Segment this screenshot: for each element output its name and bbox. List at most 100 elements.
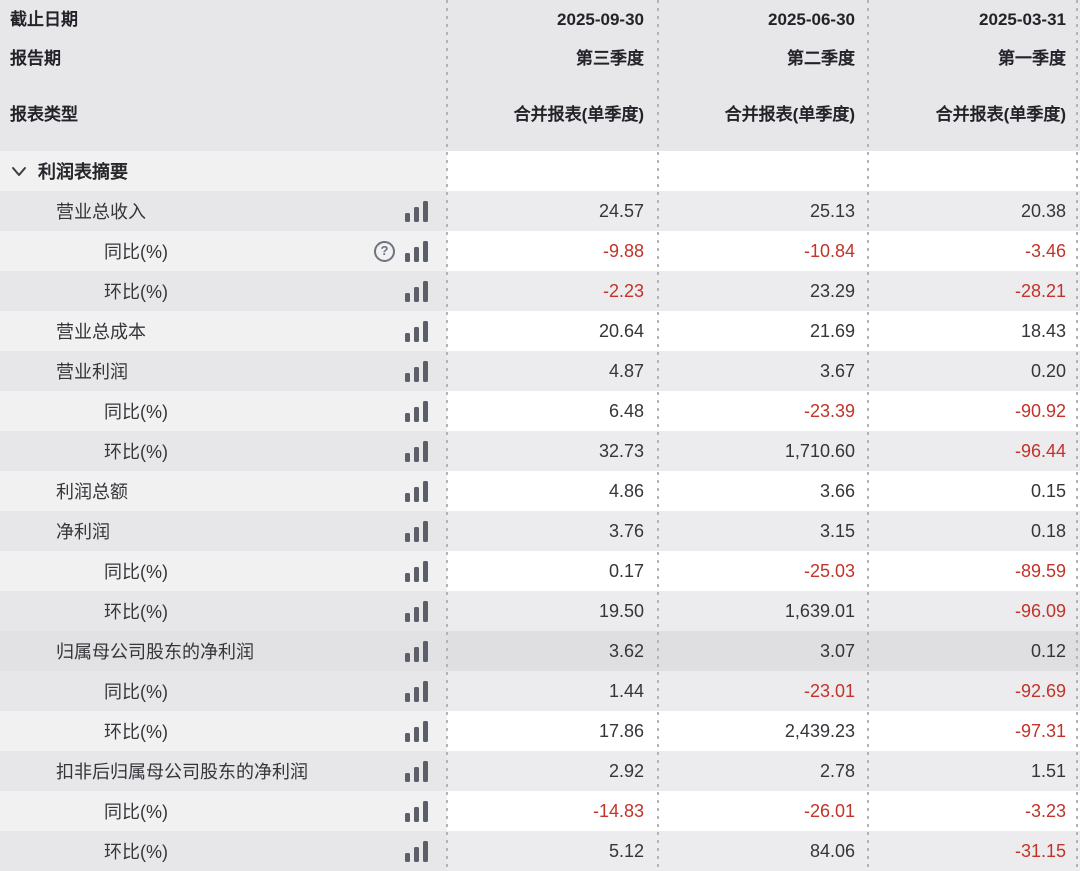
value-q1: 0.15 (869, 471, 1080, 511)
value-q2: 21.69 (658, 311, 869, 351)
header-column-date: 2025-06-30 (768, 10, 855, 29)
header-column-report-type: 合并报表(单季度) (513, 104, 644, 124)
bar-chart-icon[interactable] (404, 760, 430, 782)
bar-chart-icon[interactable] (404, 440, 430, 462)
value-q3: 5.12 (447, 831, 658, 871)
header-column-report-type: 合并报表(单季度) (724, 104, 855, 124)
row-label: 环比(%) (104, 722, 168, 742)
table-row[interactable]: 同比(%) 0.17 -25.03 -89.59 (0, 551, 1080, 591)
row-label: 营业总收入 (56, 202, 146, 222)
row-icons (404, 440, 430, 462)
value-q1: 18.43 (869, 311, 1080, 351)
row-label: 营业利润 (56, 362, 128, 382)
row-icons (404, 680, 430, 702)
bar-chart-icon[interactable] (404, 240, 430, 262)
value-q1: -90.92 (869, 391, 1080, 431)
bar-chart-icon[interactable] (404, 280, 430, 302)
table-row[interactable]: 归属母公司股东的净利润 3.62 3.07 0.12 (0, 631, 1080, 671)
row-label: 扣非后归属母公司股东的净利润 (56, 762, 308, 782)
value-q3: 1.44 (447, 671, 658, 711)
row-label-cell: 同比(%) (0, 671, 447, 711)
bar-chart-icon[interactable] (404, 840, 430, 862)
row-label: 同比(%) (104, 562, 168, 582)
row-icons (404, 360, 430, 382)
table-row[interactable]: 净利润 3.76 3.15 0.18 (0, 511, 1080, 551)
value-q1: 1.51 (869, 751, 1080, 791)
bar-chart-icon[interactable] (404, 800, 430, 822)
table-row[interactable]: 环比(%) -2.23 23.29 -28.21 (0, 271, 1080, 311)
row-label-cell: 环比(%) (0, 711, 447, 751)
bar-chart-icon[interactable] (404, 640, 430, 662)
table-header: 截止日期 报告期 报表类型 2025-09-30 第三季度 合并报表(单季度) … (0, 0, 1080, 151)
row-label-cell: 环比(%) (0, 591, 447, 631)
table-row[interactable]: 营业总收入 24.57 25.13 20.38 (0, 191, 1080, 231)
bar-chart-icon[interactable] (404, 200, 430, 222)
row-label: 同比(%) (104, 402, 168, 422)
value-q3: 0.17 (447, 551, 658, 591)
table-row[interactable]: 营业利润 4.87 3.67 0.20 (0, 351, 1080, 391)
row-icons (404, 520, 430, 542)
value-q1: -92.69 (869, 671, 1080, 711)
table-row[interactable]: 扣非后归属母公司股东的净利润 2.92 2.78 1.51 (0, 751, 1080, 791)
table-row[interactable]: 同比(%) 1.44 -23.01 -92.69 (0, 671, 1080, 711)
header-label-report-period: 报告期 (10, 49, 61, 68)
value-q3: 32.73 (447, 431, 658, 471)
table-row[interactable]: 环比(%) 17.86 2,439.23 -97.31 (0, 711, 1080, 751)
bar-chart-icon[interactable] (404, 400, 430, 422)
table-row[interactable]: 同比(%) ? -9.88 -10.84 -3.46 (0, 231, 1080, 271)
value-q2: 2,439.23 (658, 711, 869, 751)
table-row[interactable]: 利润总额 4.86 3.66 0.15 (0, 471, 1080, 511)
header-column-period: 第三季度 (576, 49, 644, 68)
value-q2: 25.13 (658, 191, 869, 231)
help-icon[interactable]: ? (374, 240, 395, 262)
table-row[interactable]: 同比(%) 6.48 -23.39 -90.92 (0, 391, 1080, 431)
value-q3: -9.88 (447, 231, 658, 271)
row-label-cell: 同比(%) (0, 391, 447, 431)
value-q1: -96.44 (869, 431, 1080, 471)
row-icons (404, 640, 430, 662)
row-label: 净利润 (56, 522, 110, 542)
bar-chart-icon[interactable] (404, 680, 430, 702)
row-label-cell: 同比(%) (0, 791, 447, 831)
value-q2: 3.15 (658, 511, 869, 551)
header-column-date: 2025-03-31 (979, 10, 1066, 29)
row-icons (404, 200, 430, 222)
table-row[interactable]: 营业总成本 20.64 21.69 18.43 (0, 311, 1080, 351)
bar-chart-icon[interactable] (404, 560, 430, 582)
row-label-cell: 环比(%) (0, 271, 447, 311)
value-q1: -31.15 (869, 831, 1080, 871)
bar-chart-icon[interactable] (404, 360, 430, 382)
table-row[interactable]: 环比(%) 19.50 1,639.01 -96.09 (0, 591, 1080, 631)
value-q1: 0.18 (869, 511, 1080, 551)
bar-chart-icon[interactable] (404, 600, 430, 622)
table-row[interactable]: 环比(%) 5.12 84.06 -31.15 (0, 831, 1080, 871)
row-label-cell: 净利润 (0, 511, 447, 551)
value-q1: -97.31 (869, 711, 1080, 751)
header-columns: 2025-09-30 第三季度 合并报表(单季度) 2025-06-30 第二季… (447, 0, 1080, 151)
table-body: 利润表摘要 营业总收入 24.57 25.13 20.38 同比(%) ? (0, 151, 1080, 871)
row-icons (404, 480, 430, 502)
row-label-cell: 营业总成本 (0, 311, 447, 351)
row-label-cell: 同比(%) (0, 551, 447, 591)
row-icons (404, 840, 430, 862)
row-label: 同比(%) (104, 682, 168, 702)
section-title: 利润表摘要 (38, 162, 128, 182)
bar-chart-icon[interactable] (404, 720, 430, 742)
table-row[interactable]: 环比(%) 32.73 1,710.60 -96.44 (0, 431, 1080, 471)
value-q2: 2.78 (658, 751, 869, 791)
row-label-cell: 同比(%) ? (0, 231, 447, 271)
bar-chart-icon[interactable] (404, 520, 430, 542)
table-row[interactable]: 同比(%) -14.83 -26.01 -3.23 (0, 791, 1080, 831)
header-column-period: 第一季度 (998, 49, 1066, 68)
value-q3: 3.62 (447, 631, 658, 671)
row-label: 环比(%) (104, 282, 168, 302)
header-column-report-type: 合并报表(单季度) (935, 104, 1066, 124)
chevron-down-icon[interactable] (11, 165, 27, 178)
value-q3: 4.86 (447, 471, 658, 511)
header-column-date: 2025-09-30 (557, 10, 644, 29)
bar-chart-icon[interactable] (404, 320, 430, 342)
row-icons (404, 720, 430, 742)
bar-chart-icon[interactable] (404, 480, 430, 502)
section-header-row[interactable]: 利润表摘要 (0, 151, 1080, 191)
